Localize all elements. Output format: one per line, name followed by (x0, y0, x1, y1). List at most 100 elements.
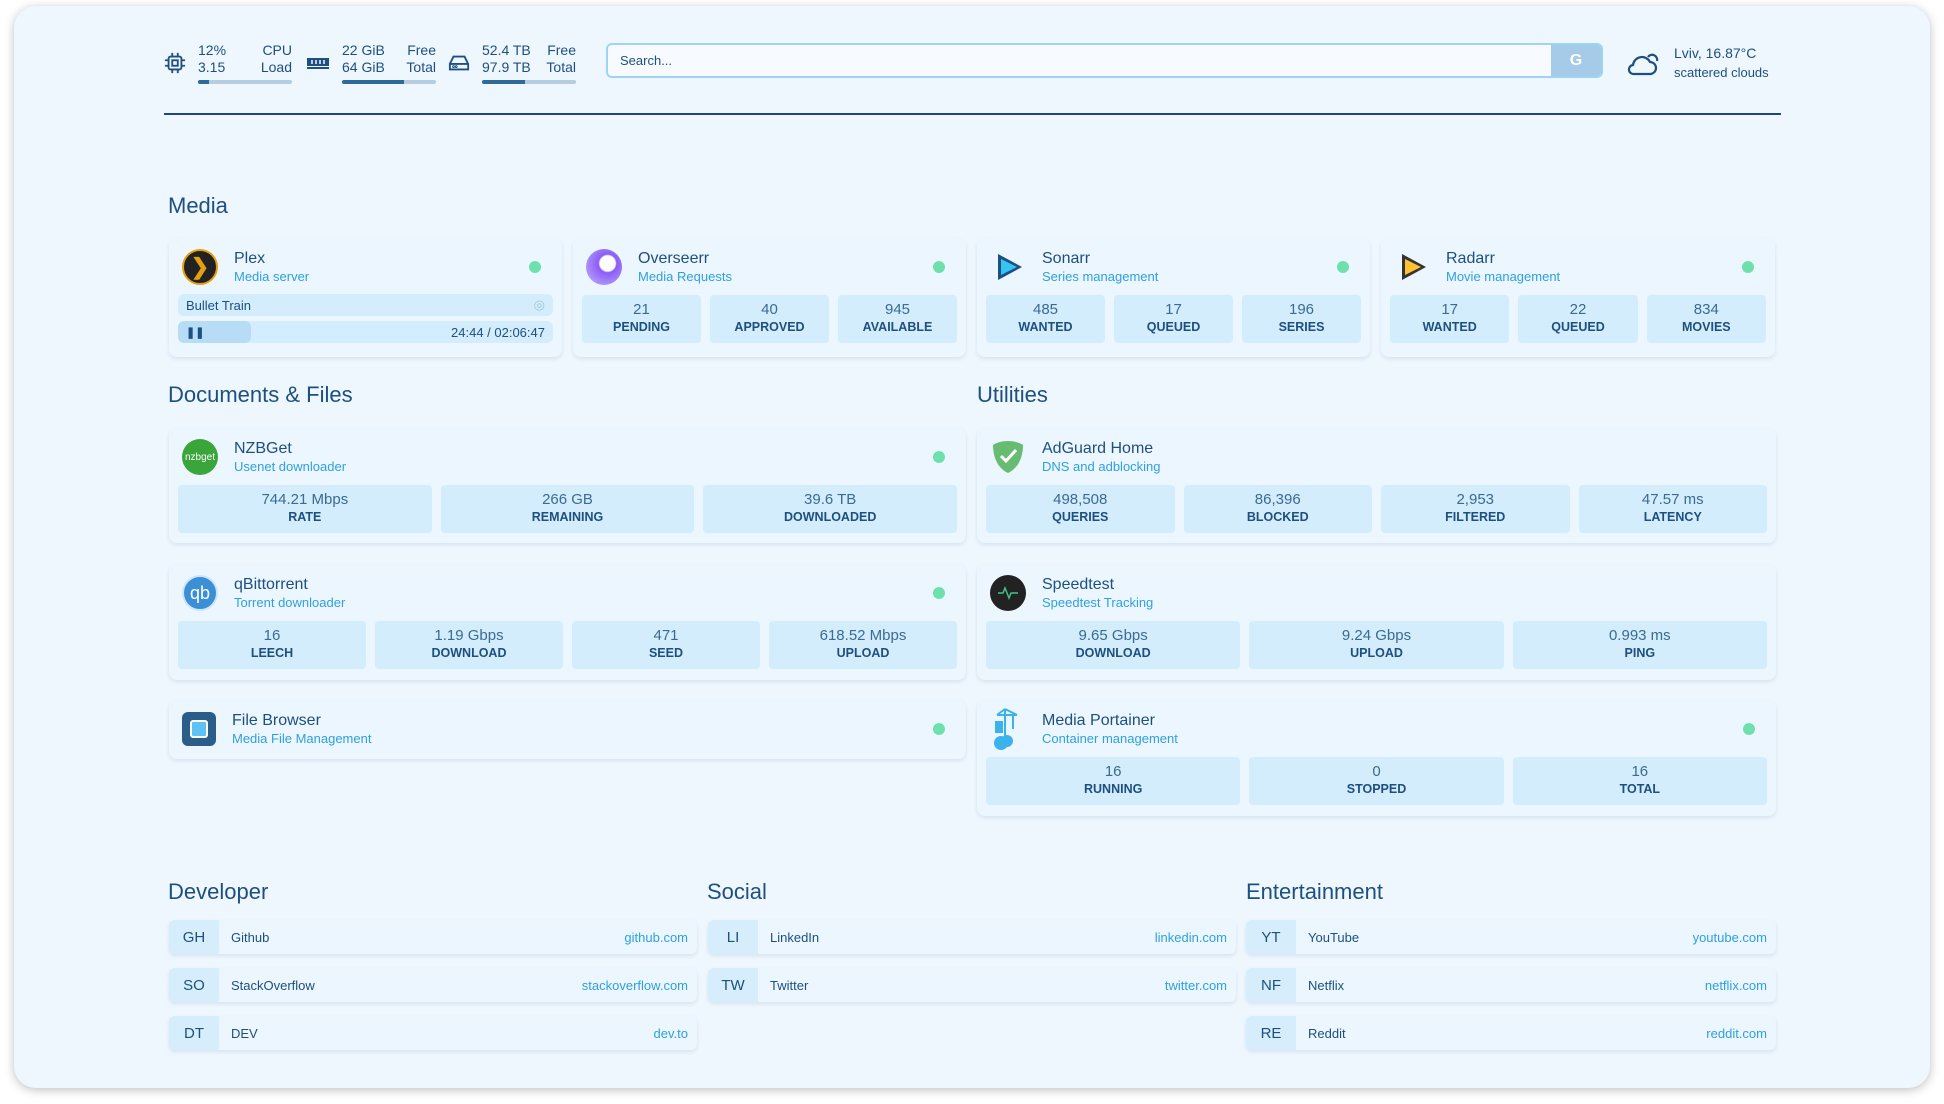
bookmark-dev[interactable]: DT DEV dev.to (169, 1016, 697, 1050)
stat-value: 16 (263, 627, 281, 644)
stat-label: RATE (288, 510, 322, 524)
stat-movies: 834 MOVIES (1646, 295, 1766, 343)
memory-total: 64 GiB (342, 59, 385, 75)
stat-label: REMAINING (531, 510, 604, 524)
status-dot (529, 261, 541, 273)
bookmark-name: YouTube (1308, 929, 1360, 945)
service-card-overseerr[interactable]: Overseerr Media Requests 21 PENDING 40 APPRO… (573, 238, 966, 357)
bookmark-url[interactable]: stackoverflow.com (581, 977, 688, 993)
bookmark-url[interactable]: netflix.com (1704, 977, 1767, 993)
bookmark-youtube[interactable]: YT YouTube youtube.com (1246, 920, 1776, 954)
stat-value: 471 (653, 627, 679, 644)
search-input[interactable] (608, 45, 1551, 76)
service-card-speedtest[interactable]: Speedtest Speedtest Tracking 9.65 Gbps DOW… (977, 564, 1776, 680)
bookmark-url[interactable]: youtube.com (1692, 929, 1767, 945)
bookmark-name: LinkedIn (770, 929, 820, 945)
disk-bar (482, 80, 576, 84)
total-label: Total (546, 59, 576, 75)
status-dot (1337, 261, 1349, 273)
stat-queued: 17 QUEUED (1114, 295, 1233, 343)
bookmark-abbr: LI (708, 920, 758, 954)
stat-filtered: 2,953 FILTERED (1381, 485, 1570, 533)
stat-rate: 744.21 Mbps RATE (178, 485, 432, 533)
free-label: Free (407, 42, 436, 58)
service-name: Speedtest (1042, 576, 1115, 593)
service-name: Sonarr (1042, 250, 1091, 267)
bookmark-url[interactable]: linkedin.com (1154, 929, 1227, 945)
stat-queued: 22 QUEUED (1518, 295, 1638, 343)
service-card-sonarr[interactable]: Sonarr Series management 485 WANTED 17 QUEUE… (977, 238, 1370, 357)
file-browser-icon (182, 712, 216, 746)
stat-label: UPLOAD (836, 646, 890, 660)
stat-value: 0 (1372, 763, 1381, 780)
stat-upload: 618.52 Mbps UPLOAD (769, 621, 957, 669)
section-title-entertainment: Entertainment (1246, 879, 1383, 904)
stat-value: 9.24 Gbps (1341, 627, 1412, 644)
bookmark-reddit[interactable]: RE Reddit reddit.com (1246, 1016, 1776, 1050)
bookmark-github[interactable]: GH Github github.com (169, 920, 697, 954)
service-desc: Media File Management (232, 731, 372, 746)
stat-value: 22 (1569, 301, 1587, 318)
header-divider (164, 113, 1781, 115)
bookmark-name: Reddit (1308, 1025, 1346, 1041)
playback-progress: ❚❚ 24:44 / 02:06:47 (178, 321, 553, 343)
cpu-icon (164, 52, 186, 74)
cloud-icon (1627, 53, 1659, 76)
stat-label: UPLOAD (1350, 646, 1403, 660)
stat-leech: 16 LEECH (178, 621, 366, 669)
total-label: Total (406, 59, 436, 75)
nzbget-icon: nzbget (182, 439, 218, 475)
section-title-developer: Developer (168, 879, 269, 904)
service-name: Media Portainer (1042, 712, 1155, 729)
bookmark-twitter[interactable]: TW Twitter twitter.com (708, 968, 1236, 1002)
stat-value: 21 (633, 301, 650, 318)
stat-value: 17 (1165, 301, 1182, 318)
bookmark-url[interactable]: dev.to (653, 1025, 688, 1041)
pause-icon[interactable]: ❚❚ (186, 326, 205, 339)
stat-label: RUNNING (1083, 782, 1143, 796)
service-card-portainer[interactable]: Media Portainer Container management 16 RU… (977, 700, 1776, 816)
bookmark-name: Github (231, 929, 270, 945)
stat-label: FILTERED (1445, 510, 1506, 524)
service-card-file-browser[interactable]: File Browser Media File Management (169, 700, 966, 759)
google-search-button[interactable]: G (1551, 45, 1601, 76)
radarr-icon (1394, 249, 1430, 285)
service-card-nzbget[interactable]: nzbget NZBGet Usenet downloader 744.21 Mb… (169, 428, 966, 543)
stat-label: WANTED (1018, 320, 1073, 334)
service-card-plex[interactable]: ❯ Plex Media server Bullet Train ◎ ❚❚ 24:44… (169, 238, 562, 357)
now-playing-title: Bullet Train (186, 297, 252, 313)
stat-wanted: 485 WANTED (986, 295, 1105, 343)
weather-widget: Lviv, 16.87°C scattered clouds (1626, 44, 1769, 82)
service-card-qbittorrent[interactable]: qb qBittorrent Torrent downloader 16 LEECH… (169, 564, 966, 680)
stat-value: 196 (1288, 301, 1315, 318)
stat-value: 16 (1631, 763, 1649, 780)
bookmark-abbr: RE (1246, 1016, 1296, 1050)
bookmark-stackoverflow[interactable]: SO StackOverflow stackoverflow.com (169, 968, 697, 1002)
bookmark-abbr: NF (1246, 968, 1296, 1002)
bookmark-url[interactable]: github.com (624, 929, 688, 945)
weather-location: Lviv, 16.87°C (1674, 45, 1757, 61)
memory-bar (342, 80, 436, 84)
stat-label: PING (1624, 646, 1656, 660)
stat-value: 16 (1104, 763, 1122, 780)
free-label: Free (547, 42, 576, 58)
bookmark-url[interactable]: reddit.com (1706, 1025, 1767, 1041)
service-desc: Media server (234, 269, 310, 284)
service-name: File Browser (232, 712, 321, 729)
stat-value: 0.993 ms (1608, 627, 1671, 644)
service-name: NZBGet (234, 440, 292, 457)
bookmark-netflix[interactable]: NF Netflix netflix.com (1246, 968, 1776, 1002)
service-card-radarr[interactable]: Radarr Movie management 17 WANTED 22 QUEUED 8… (1381, 238, 1775, 357)
bookmark-url[interactable]: twitter.com (1164, 977, 1227, 993)
bookmark-abbr: GH (169, 920, 219, 954)
stat-value: 1.19 Gbps (434, 627, 504, 644)
stat-approved: 40 APPROVED (710, 295, 829, 343)
bookmark-linkedin[interactable]: LI LinkedIn linkedin.com (708, 920, 1236, 954)
service-card-adguard[interactable]: AdGuard Home DNS and adblocking 498,508 QU… (977, 428, 1776, 543)
adguard-shield-icon (990, 439, 1026, 475)
service-desc: DNS and adblocking (1042, 459, 1161, 474)
stat-label: TOTAL (1619, 782, 1661, 796)
service-name: AdGuard Home (1042, 440, 1154, 457)
stat-value: 9.65 Gbps (1078, 627, 1148, 644)
cpu-label: CPU (262, 42, 292, 58)
